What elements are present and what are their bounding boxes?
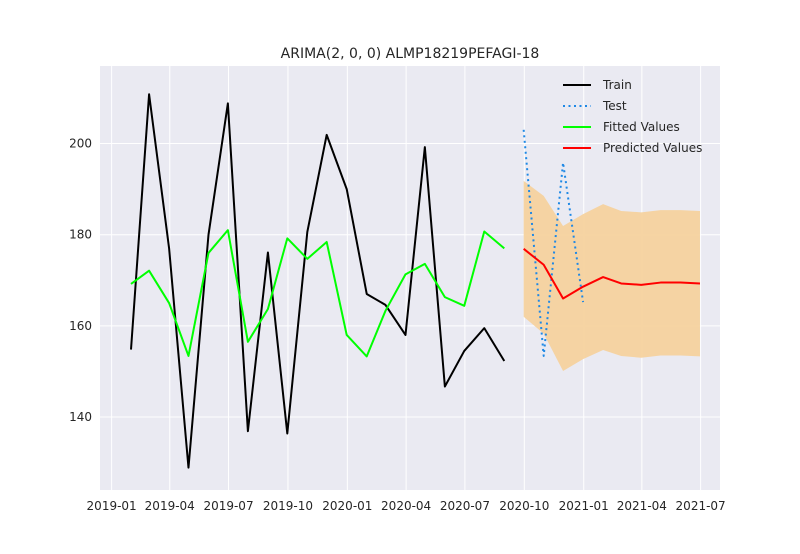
legend-label-fitted-values: Fitted Values <box>603 120 680 134</box>
x-tick-label: 2019-10 <box>263 499 313 513</box>
x-tick-label: 2021-04 <box>617 499 667 513</box>
chart-title: ARIMA(2, 0, 0) ALMP18219PEFAGI-18 <box>281 46 540 62</box>
confidence-band-area <box>523 180 700 372</box>
fitted-values-line <box>130 229 505 358</box>
x-tick-label: 2020-04 <box>381 499 431 513</box>
legend-label-predicted-values: Predicted Values <box>603 141 702 155</box>
y-tick-label: 140 <box>69 410 92 424</box>
train-line <box>130 93 506 469</box>
y-tick-label: 180 <box>69 228 92 242</box>
x-tick-label: 2020-01 <box>322 499 372 513</box>
x-tick-label: 2021-07 <box>676 499 726 513</box>
x-tick-label: 2019-07 <box>203 499 253 513</box>
series-lines <box>130 93 701 469</box>
x-tick-label: 2021-01 <box>559 499 609 513</box>
y-tick-label: 200 <box>69 137 92 151</box>
x-tick-label: 2020-07 <box>440 499 490 513</box>
x-tick-label: 2019-04 <box>145 499 195 513</box>
y-tick-label: 160 <box>69 319 92 333</box>
legend: Train Test Fitted Values Predicted Values <box>563 78 702 155</box>
legend-label-train: Train <box>602 78 632 92</box>
x-tick-label: 2020-10 <box>499 499 549 513</box>
confidence-band <box>523 180 700 372</box>
legend-label-test: Test <box>602 99 627 113</box>
x-axis-ticks: 2019-01 2019-04 2019-07 2019-10 2020-01 2020-… <box>87 499 726 513</box>
y-axis-ticks: 140 160 180 200 <box>69 137 92 425</box>
x-tick-label: 2019-01 <box>87 499 137 513</box>
predicted-values-line <box>523 248 701 300</box>
